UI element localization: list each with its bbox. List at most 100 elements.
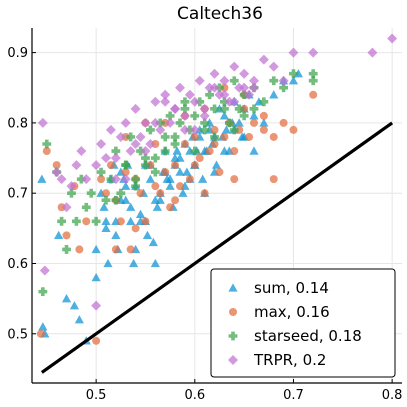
data-point-circle <box>121 168 130 177</box>
data-point-diamond <box>229 96 240 107</box>
data-point-circle <box>116 217 125 226</box>
data-point-diamond <box>165 117 176 128</box>
legend-label: sum, 0.14 <box>254 279 329 297</box>
y-tick-label: 0.8 <box>7 116 28 131</box>
data-point-diamond <box>91 160 102 171</box>
data-point-triangle <box>69 301 80 310</box>
data-point-triangle <box>99 202 109 211</box>
data-point-triangle <box>74 315 84 324</box>
data-point-cross <box>259 97 269 107</box>
data-point-circle <box>97 175 106 184</box>
data-point-diamond <box>130 138 141 149</box>
data-point-cross <box>42 139 52 149</box>
data-point-diamond <box>179 124 190 135</box>
data-point-cross <box>62 245 71 254</box>
data-point-cross <box>234 104 244 114</box>
data-point-diamond <box>239 82 250 93</box>
legend-label: starseed, 0.18 <box>254 327 362 345</box>
data-point-diamond <box>308 47 319 58</box>
data-point-triangle <box>182 167 192 176</box>
data-point-diamond <box>209 82 220 93</box>
y-tick-label: 0.9 <box>7 46 28 61</box>
data-point-cross <box>308 69 318 79</box>
data-point-triangle <box>150 258 160 268</box>
data-point-triangle <box>211 160 222 169</box>
data-point-triangle <box>54 230 64 240</box>
data-point-cross <box>111 195 121 205</box>
grid <box>32 28 402 383</box>
legend: sum, 0.14 max, 0.16 starseed, 0.18 TRPR, 0.… <box>210 268 396 378</box>
data-point-diamond <box>170 103 181 114</box>
data-point-diamond <box>239 68 250 79</box>
data-point-cross <box>180 104 190 114</box>
data-point-triangle <box>165 181 175 190</box>
data-point-circle <box>62 231 71 240</box>
data-point-triangle <box>170 153 180 162</box>
data-point-diamond <box>130 103 141 114</box>
data-point-circle <box>269 175 278 184</box>
data-point-circle <box>220 132 229 141</box>
data-point-circle <box>250 118 258 127</box>
data-point-cross <box>200 118 210 128</box>
legend-marker-circle <box>229 308 237 316</box>
data-point-circle <box>180 139 189 148</box>
data-point-cross <box>210 104 219 114</box>
data-point-diamond <box>184 89 195 100</box>
data-point-triangle <box>249 146 259 155</box>
legend-label: TRPR, 0.2 <box>253 351 326 369</box>
data-point-cross <box>101 195 111 205</box>
data-point-cross <box>86 188 96 198</box>
data-point-diamond <box>101 153 111 164</box>
data-point-diamond <box>56 174 67 185</box>
data-point-circle <box>126 245 135 254</box>
data-point-circle <box>200 189 209 198</box>
data-point-triangle <box>121 181 131 190</box>
data-point-cross <box>111 146 121 156</box>
data-point-diamond <box>179 110 190 121</box>
data-point-cross <box>220 104 229 114</box>
legend-box <box>210 268 396 378</box>
data-point-circle <box>210 139 219 148</box>
legend-marker-triangle <box>228 283 238 292</box>
data-point-diamond <box>96 138 107 149</box>
data-point-circle <box>176 182 184 191</box>
data-point-triangle <box>152 202 162 211</box>
data-point-triangle <box>259 118 269 127</box>
data-point-triangle <box>219 111 229 120</box>
data-point-cross <box>170 139 180 149</box>
data-point-circle <box>269 132 278 141</box>
data-point-diamond <box>199 103 210 114</box>
data-point-diamond <box>145 138 156 149</box>
data-point-cross <box>121 160 131 170</box>
axes: 0.5 0.6 0.7 0.8 0.5 0.6 0.7 0.8 0.9 <box>7 28 402 403</box>
reference-line-group <box>40 121 394 374</box>
data-point-diamond <box>76 146 87 157</box>
data-point-diamond <box>81 174 92 185</box>
data-point-diamond <box>110 174 121 185</box>
data-point-diamond <box>37 117 48 128</box>
reference-line <box>40 121 394 374</box>
data-point-cross <box>72 216 81 226</box>
data-point-cross <box>141 153 150 163</box>
y-tick-label: 0.5 <box>7 327 28 342</box>
data-point-diamond <box>175 82 185 93</box>
data-point-triangle <box>269 90 279 99</box>
data-point-triangle <box>103 258 113 268</box>
data-point-diamond <box>189 96 200 107</box>
data-point-circle <box>259 125 268 134</box>
data-point-diamond <box>150 117 161 128</box>
data-point-circle <box>259 111 268 120</box>
data-point-cross <box>190 111 200 121</box>
data-point-circle <box>156 189 165 198</box>
data-point-cross <box>269 76 279 86</box>
data-point-diamond <box>199 110 210 121</box>
data-point-triangle <box>249 111 259 120</box>
data-point-cross <box>229 125 239 135</box>
data-point-circle <box>215 168 224 177</box>
data-point-diamond <box>135 131 146 142</box>
data-point-triangle <box>145 174 155 183</box>
data-point-diamond <box>140 117 151 128</box>
data-point-diamond <box>150 96 161 107</box>
data-point-cross <box>160 132 170 142</box>
data-point-circle <box>92 336 101 345</box>
